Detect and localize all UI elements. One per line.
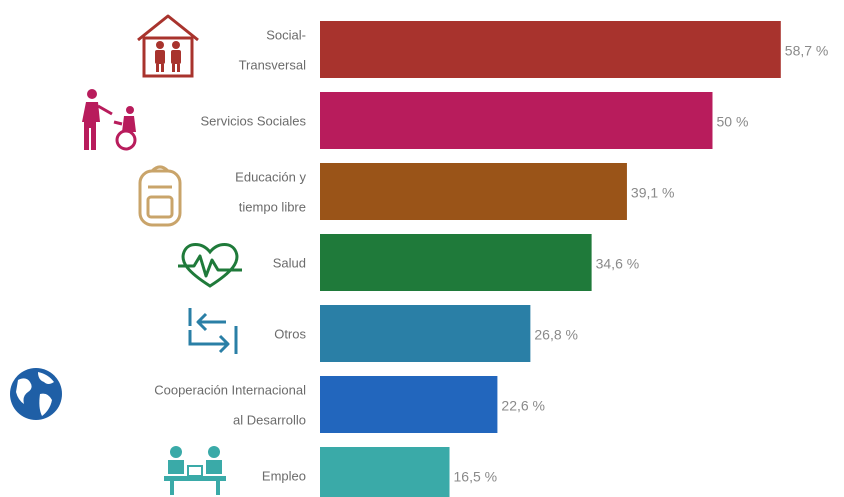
category-label-2-line-1: tiempo libre xyxy=(239,200,306,215)
bar-4 xyxy=(320,305,531,362)
globe-icon xyxy=(10,368,62,420)
category-label-3-line-0: Salud xyxy=(273,256,306,271)
value-label-5: 22,6 % xyxy=(501,398,545,414)
category-label-0-line-0: Social- xyxy=(266,28,306,43)
category-label-5-line-0: Cooperación Internacional xyxy=(154,383,306,398)
category-labels: Social- Transversal Servicios Sociales Educ… xyxy=(154,28,306,484)
heart-pulse-icon xyxy=(178,243,242,288)
bars xyxy=(320,21,781,497)
category-label-5-line-1: al Desarrollo xyxy=(233,413,306,428)
value-label-1: 50 % xyxy=(717,114,749,130)
category-label-1-line-0: Servicios Sociales xyxy=(201,114,307,129)
category-label-4-line-0: Otros xyxy=(274,327,306,342)
category-label-6-line-0: Empleo xyxy=(262,469,306,484)
category-label-2-line-0: Educación y xyxy=(235,170,306,185)
value-labels: 58,7 % 50 % 39,1 % 34,6 % 26,8 % 22,6 % 16,5 % xyxy=(454,43,829,485)
social-care-icon xyxy=(82,89,137,151)
category-label-0-line-1: Transversal xyxy=(239,58,307,73)
family-house-icon xyxy=(137,14,199,78)
backpack-icon xyxy=(138,165,182,227)
value-label-3: 34,6 % xyxy=(596,256,640,272)
category-icons xyxy=(10,14,242,495)
bar-2 xyxy=(320,163,627,220)
value-label-0: 58,7 % xyxy=(785,43,829,59)
bar-6 xyxy=(320,447,450,497)
desk-meeting-icon xyxy=(164,446,226,495)
swap-arrows-icon xyxy=(188,308,238,354)
bar-3 xyxy=(320,234,592,291)
bar-0 xyxy=(320,21,781,78)
bar-1 xyxy=(320,92,713,149)
bar-5 xyxy=(320,376,498,433)
value-label-6: 16,5 % xyxy=(454,469,498,485)
value-label-4: 26,8 % xyxy=(534,327,578,343)
value-label-2: 39,1 % xyxy=(631,185,675,201)
